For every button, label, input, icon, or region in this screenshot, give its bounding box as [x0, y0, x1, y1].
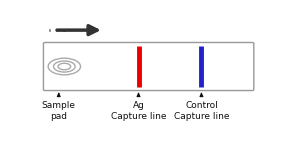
Text: Sample
pad: Sample pad [42, 101, 76, 121]
Text: Control
Capture line: Control Capture line [174, 101, 229, 121]
Text: Ag
Capture line: Ag Capture line [111, 101, 166, 121]
FancyBboxPatch shape [44, 42, 254, 91]
